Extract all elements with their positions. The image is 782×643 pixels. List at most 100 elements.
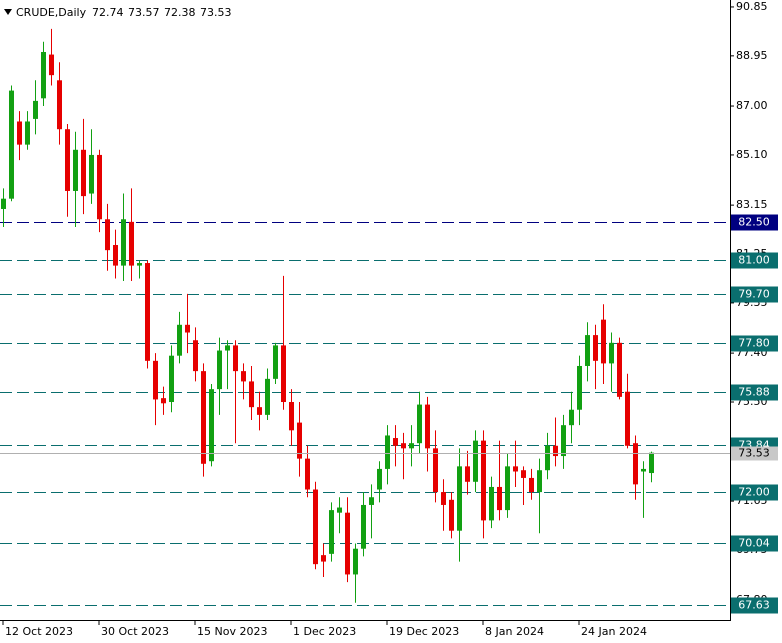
candle-body	[249, 381, 254, 408]
candle-body	[369, 497, 374, 505]
header-low: 72.38	[164, 6, 196, 19]
candle-body	[225, 345, 230, 351]
candle-body	[33, 100, 38, 119]
y-tick-label: 87.00	[736, 99, 768, 112]
candle-body	[217, 350, 222, 390]
header-high: 73.57	[128, 6, 160, 19]
x-tick-label: 19 Dec 2023	[389, 625, 459, 638]
candle-body	[513, 466, 518, 472]
menu-triangle	[4, 9, 12, 15]
candle-body	[313, 489, 318, 565]
level-label-box	[731, 484, 778, 501]
candle-body	[497, 486, 502, 511]
level-label: 79.70	[738, 288, 770, 301]
header-open: 72.74	[92, 6, 124, 19]
candle-body	[593, 335, 598, 361]
candle-body	[9, 90, 14, 199]
candle-body	[625, 391, 630, 446]
candle-body	[521, 470, 526, 478]
x-tick-label: 1 Dec 2023	[293, 625, 356, 638]
header-close: 73.53	[200, 6, 232, 19]
x-tick-label: 30 Oct 2023	[101, 625, 169, 638]
last-price-label: 73.53	[738, 447, 770, 460]
candle-body	[377, 468, 382, 490]
candle-body	[81, 149, 86, 197]
level-label-box	[731, 214, 778, 231]
candle-body	[65, 129, 70, 191]
candle-body	[425, 404, 430, 449]
candle-body	[1, 198, 6, 209]
candle-body	[641, 468, 646, 472]
level-label-box	[731, 286, 778, 303]
candle-body	[473, 440, 478, 482]
level-label: 77.80	[738, 337, 770, 350]
candle-body	[585, 335, 590, 366]
level-label: 72.00	[738, 486, 770, 499]
candle-body	[201, 371, 206, 464]
candle-body	[449, 499, 454, 531]
candle-body	[73, 149, 78, 191]
x-tick-label: 12 Oct 2023	[5, 625, 73, 638]
candle-body	[553, 445, 558, 457]
candle-body	[337, 507, 342, 513]
plot-area: 90.8588.9587.0085.1083.1581.2579.3577.40…	[0, 0, 768, 638]
candle-body	[281, 345, 286, 403]
chart-title: CRUDE,Daily	[16, 6, 87, 19]
candle-body	[649, 452, 654, 474]
candle-body	[153, 360, 158, 400]
candle-body	[577, 365, 582, 410]
candle-body	[537, 470, 542, 493]
level-label-box	[731, 252, 778, 269]
overlay: CRUDE,Daily 72.74 73.57 72.38 73.53 82.5…	[4, 6, 778, 614]
level-label: 81.00	[738, 254, 770, 267]
y-tick-label: 90.85	[736, 0, 768, 13]
level-label: 82.50	[738, 216, 770, 229]
candle-body	[273, 345, 278, 379]
candle-body	[49, 54, 54, 76]
candle-body	[17, 121, 22, 145]
candle-body	[241, 371, 246, 382]
candle-body	[129, 221, 134, 266]
candle-body	[233, 345, 238, 372]
level-label: 70.04	[738, 537, 770, 550]
candle-body	[617, 342, 622, 397]
candle-body	[25, 121, 30, 145]
y-tick-label: 85.10	[736, 148, 768, 161]
candle-body	[345, 512, 350, 575]
y-tick-label: 83.15	[736, 198, 768, 211]
candle-body	[89, 154, 94, 194]
candle-body	[265, 378, 270, 415]
candle-body	[601, 319, 606, 364]
candle-body	[57, 80, 62, 130]
level-label: 67.63	[738, 599, 770, 612]
candle-body	[353, 548, 358, 575]
candle-body	[505, 466, 510, 511]
level-label-box	[731, 535, 778, 552]
candle-body	[137, 263, 142, 266]
x-tick-label: 15 Nov 2023	[197, 625, 267, 638]
candle-body	[321, 555, 326, 562]
level-label-box	[731, 597, 778, 614]
candle-body	[529, 477, 534, 493]
candle-body	[185, 324, 190, 333]
candle-body	[417, 404, 422, 444]
candle-body	[105, 219, 110, 251]
candle-body	[569, 409, 574, 426]
candle-body	[177, 324, 182, 356]
candle-body	[297, 422, 302, 459]
candle-body	[305, 458, 310, 490]
x-tick-label: 8 Jan 2024	[485, 625, 544, 638]
candle-body	[161, 398, 166, 404]
candle-body	[257, 407, 262, 415]
y-tick-label: 88.95	[736, 49, 768, 62]
candle-body	[561, 425, 566, 457]
level-label-box	[731, 335, 778, 352]
candle-body	[481, 440, 486, 521]
candle-body	[385, 435, 390, 469]
candle-body	[169, 355, 174, 403]
candle-body	[457, 466, 462, 531]
candle-body	[633, 443, 638, 485]
candle-body	[433, 448, 438, 493]
candle-body	[393, 438, 398, 446]
